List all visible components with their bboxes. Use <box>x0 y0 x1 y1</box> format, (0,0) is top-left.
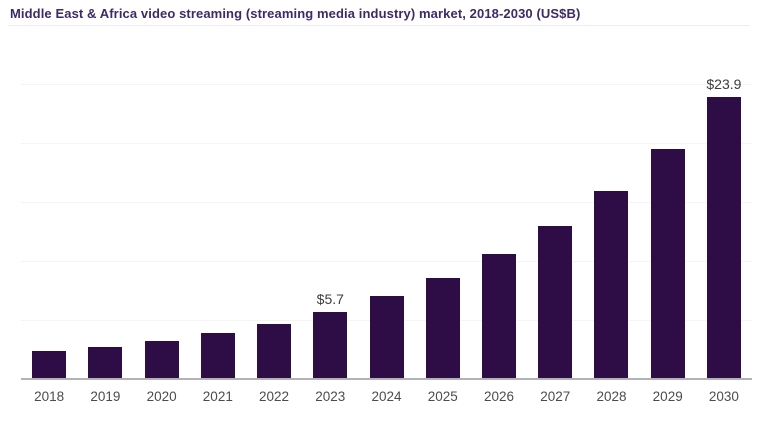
chart-title: Middle East & Africa video streaming (st… <box>10 6 581 21</box>
bars-row: 2018 2019 2020 2021 2022 $5.7 2023 2024 2025 2026… <box>21 76 752 404</box>
bar-column: 2018 <box>21 84 77 404</box>
gridline <box>21 143 752 144</box>
bar-2024 <box>369 296 404 379</box>
x-tick-label-2026: 2026 <box>483 389 515 404</box>
bar-2020 <box>144 341 179 379</box>
x-tick-label-2020: 2020 <box>146 389 177 404</box>
bar-2023 <box>313 311 348 379</box>
bar-column: 2029 <box>640 84 696 404</box>
x-tick-label-2028: 2028 <box>596 389 627 404</box>
bar-column: $5.7 2023 <box>302 84 358 404</box>
bar-column: 2025 <box>415 84 471 404</box>
bar-2026 <box>481 253 516 379</box>
x-tick-label-2024: 2024 <box>371 389 402 404</box>
bar-2027 <box>538 225 573 379</box>
bar-2025 <box>425 277 460 379</box>
bar-2030 <box>706 97 741 379</box>
bar-column: 2027 <box>527 84 583 404</box>
x-tick-label-2018: 2018 <box>34 389 65 404</box>
x-tick-label-2030: 2030 <box>708 389 739 404</box>
x-tick-label-2029: 2029 <box>652 389 683 404</box>
title-divider <box>8 25 750 26</box>
bar-column: $23.9 2030 <box>696 76 752 404</box>
bar-column: 2019 <box>77 84 133 404</box>
bar-column: 2020 <box>133 84 189 404</box>
bar-2022 <box>257 323 292 379</box>
gridline <box>21 84 752 85</box>
bar-chart: 2018 2019 2020 2021 2022 $5.7 2023 2024 2025 2026… <box>21 76 752 404</box>
bar-2028 <box>594 191 629 379</box>
bar-2029 <box>650 148 685 379</box>
bar-column: 2024 <box>358 84 414 404</box>
bar-column: 2022 <box>246 84 302 404</box>
x-tick-label-2027: 2027 <box>540 389 571 404</box>
x-tick-label-2022: 2022 <box>259 389 290 404</box>
bar-2021 <box>200 333 235 379</box>
x-tick-label-2023: 2023 <box>315 389 346 404</box>
bar-value-label-2023: $5.7 <box>316 290 344 307</box>
bar-column: 2026 <box>471 84 527 404</box>
bar-column: 2028 <box>583 84 639 404</box>
x-tick-label-2019: 2019 <box>90 389 121 404</box>
x-axis-line <box>21 378 752 380</box>
gridline <box>21 202 752 203</box>
bar-2019 <box>88 347 123 379</box>
bar-column: 2021 <box>190 84 246 404</box>
x-tick-label-2025: 2025 <box>427 389 458 404</box>
bar-value-label-2030: $23.9 <box>706 76 742 92</box>
gridline <box>21 261 752 262</box>
x-tick-label-2021: 2021 <box>202 389 233 404</box>
bar-2018 <box>32 350 67 379</box>
